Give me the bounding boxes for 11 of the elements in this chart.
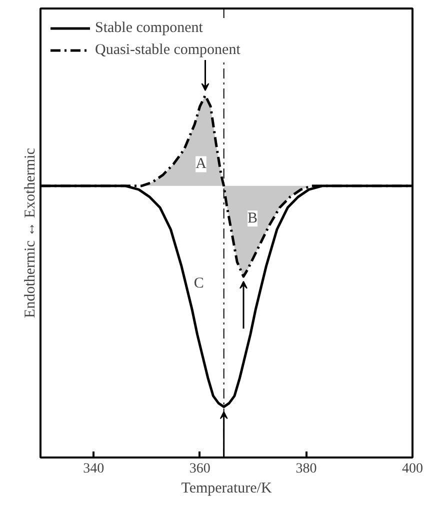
x-tick-label: 360 (189, 462, 210, 476)
x-tick-label: 340 (83, 462, 104, 476)
x-tick-label: 380 (296, 462, 317, 476)
x-axis-title: Temperature/K (181, 480, 272, 496)
legend-label: Quasi-stable component (95, 42, 240, 58)
x-tick-label: 400 (402, 462, 423, 476)
annotation: C (194, 276, 204, 292)
annotation: A (196, 156, 207, 172)
annotation: B (248, 210, 258, 227)
legend-label: Stable component (95, 20, 203, 36)
y-axis-title: Endothermic ↔ Exothermic (22, 148, 38, 318)
